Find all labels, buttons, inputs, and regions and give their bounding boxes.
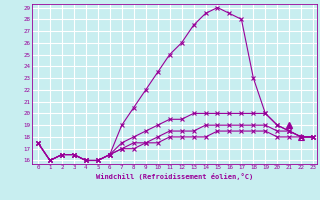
X-axis label: Windchill (Refroidissement éolien,°C): Windchill (Refroidissement éolien,°C) <box>96 173 253 180</box>
